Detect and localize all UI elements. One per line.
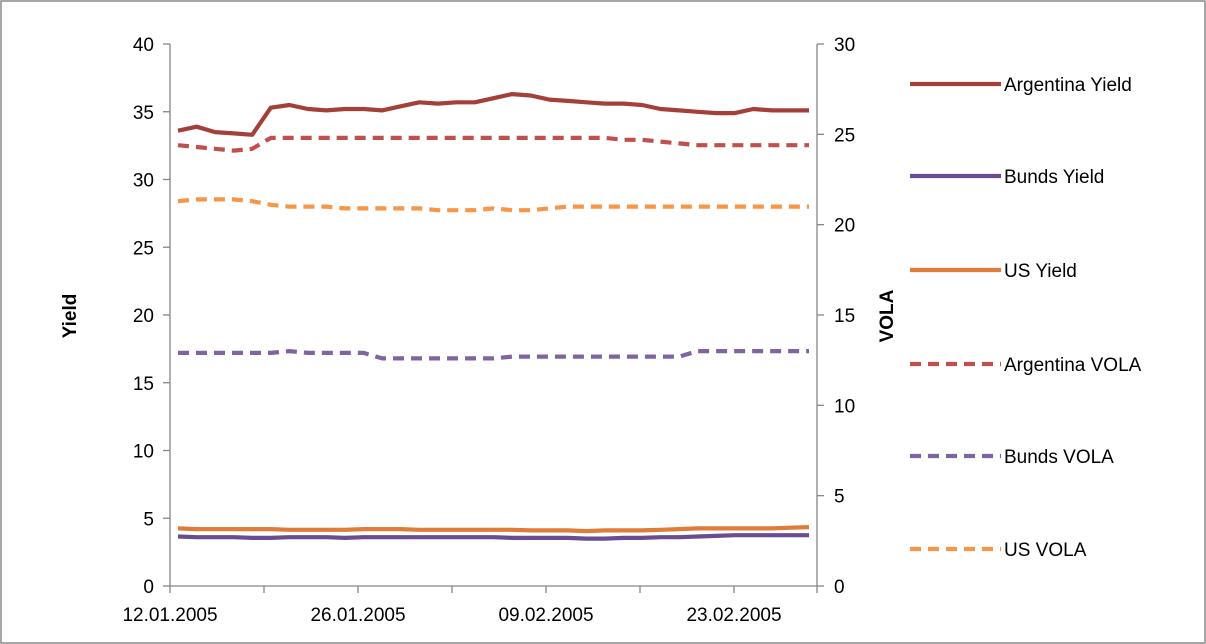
y-tick-label: 30 xyxy=(133,171,154,192)
x-tick-label: 26.01.2005 xyxy=(310,605,405,626)
y-tick-label: 5 xyxy=(143,509,154,530)
series-layer xyxy=(177,91,810,541)
x-tick-label: 12.01.2005 xyxy=(122,605,217,626)
y-tick-label: 40 xyxy=(133,35,154,56)
legend-label: Argentina Yield xyxy=(1004,75,1132,96)
y-tick-label: 35 xyxy=(133,103,154,124)
series-line-us-vola xyxy=(177,197,809,213)
y-tick-label: 0 xyxy=(143,577,154,598)
y-axis-title: Yield xyxy=(60,294,81,339)
y2-tick-label: 15 xyxy=(834,306,855,327)
y2-tick-label: 30 xyxy=(834,35,855,56)
series-line-argentina-yield xyxy=(177,91,809,137)
y-tick-label: 25 xyxy=(133,238,154,259)
legend-label: Argentina VOLA xyxy=(1004,355,1142,376)
legend-label: US Yield xyxy=(1004,261,1077,282)
y2-tick-label: 5 xyxy=(834,487,845,508)
y-tick-label: 15 xyxy=(133,374,154,395)
legend-label: US VOLA xyxy=(1004,540,1087,561)
legend: Argentina Yield Bunds Yield US Yield Argent… xyxy=(910,75,1142,561)
legend-label: Bunds VOLA xyxy=(1004,447,1114,468)
axes: 0 5 10 15 20 25 30 35 40 0 5 10 15 20 25 30 12.01.2005 26… xyxy=(122,35,855,626)
y2-tick-label: 20 xyxy=(834,216,855,237)
x-tick-label: 09.02.2005 xyxy=(498,605,593,626)
series-line-us-yield xyxy=(177,525,810,534)
y-tick-label: 10 xyxy=(133,442,154,463)
legend-label: Bunds Yield xyxy=(1004,167,1104,188)
series-line-bunds-yield xyxy=(177,533,809,541)
y2-tick-label: 10 xyxy=(834,396,855,417)
series-line-bunds-vola xyxy=(178,349,809,361)
y2-tick-label: 25 xyxy=(834,125,855,146)
series-line-argentina-vola xyxy=(177,135,809,153)
y2-tick-label: 0 xyxy=(834,577,845,598)
y-tick-label: 20 xyxy=(133,306,154,327)
x-tick-label: 23.02.2005 xyxy=(686,605,781,626)
y2-axis-title: VOLA xyxy=(877,289,898,342)
